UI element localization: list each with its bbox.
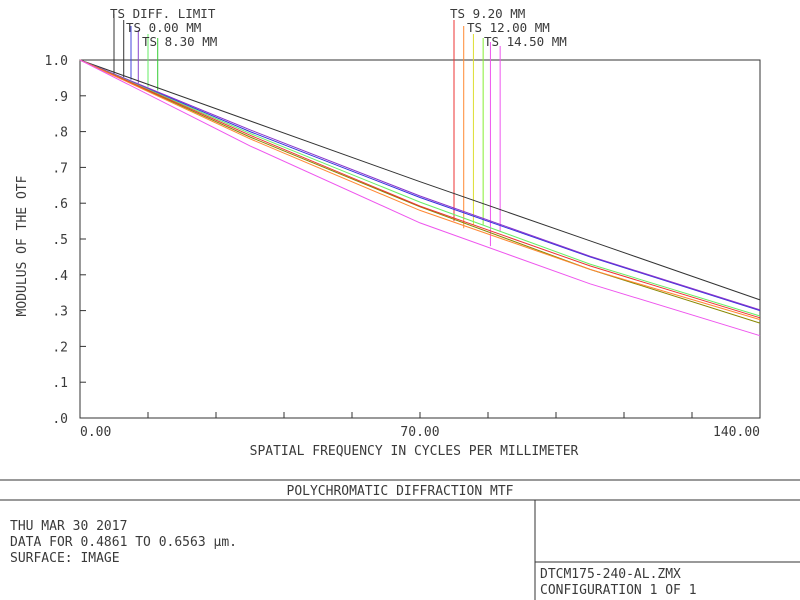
y-tick-label: .8 (52, 126, 68, 141)
legend-label: TS 12.00 MM (467, 20, 550, 35)
legend-leaders (113, 14, 501, 247)
mtf-curve (79, 59, 761, 324)
mtf-curve (79, 59, 761, 317)
legend-label: TS 0.00 MM (126, 20, 201, 35)
footer-data-range: DATA FOR 0.4861 TO 0.6563 µm. (10, 535, 237, 550)
y-tick-label: .5 (52, 233, 68, 248)
y-tick-label: .3 (52, 305, 68, 320)
mtf-curve (79, 59, 761, 301)
y-tick-label: .1 (52, 376, 68, 391)
y-tick-label: .6 (52, 197, 68, 212)
y-tick-label: .9 (52, 90, 68, 105)
mtf-curve (79, 59, 761, 319)
y-tick-label: 1.0 (45, 54, 68, 69)
legend-label: TS 8.30 MM (142, 34, 217, 49)
y-tick-label: .4 (52, 269, 68, 284)
x-tick-label: 0.00 (80, 425, 111, 440)
mtf-curve (79, 59, 761, 311)
mtf-curves (79, 59, 761, 337)
footer-date: THU MAR 30 2017 (10, 519, 127, 534)
footer-filename: DTCM175-240-AL.ZMX (540, 567, 681, 582)
y-tick-labels: 1.0 .9 .8 .7 .6 .5 .4 .3 .2 .1 .0 (45, 54, 69, 427)
x-tick-label: 140.00 (713, 425, 760, 440)
legend-label: TS DIFF. LIMIT (110, 6, 216, 21)
y-tick-label: .0 (52, 412, 68, 427)
plot-frame (79, 59, 761, 419)
chart-title: POLYCHROMATIC DIFFRACTION MTF (287, 484, 514, 499)
y-tick-label: .7 (52, 161, 68, 176)
y-axis-label: MODULUS OF THE OTF (15, 175, 30, 316)
y-tick-label: .2 (52, 340, 68, 355)
footer-surface: SURFACE: IMAGE (10, 551, 120, 566)
legend-label: TS 14.50 MM (484, 34, 567, 49)
mtf-curve (79, 59, 761, 312)
legend-label: TS 9.20 MM (450, 6, 525, 21)
footer-configuration: CONFIGURATION 1 OF 1 (540, 583, 697, 598)
x-axis-label: SPATIAL FREQUENCY IN CYCLES PER MILLIMET… (250, 444, 579, 459)
x-tick-labels: 0.00 70.00 140.00 (80, 425, 760, 440)
axis-ticks (79, 59, 761, 419)
mtf-curve (79, 59, 761, 321)
x-tick-label: 70.00 (400, 425, 439, 440)
mtf-curve (79, 59, 761, 337)
